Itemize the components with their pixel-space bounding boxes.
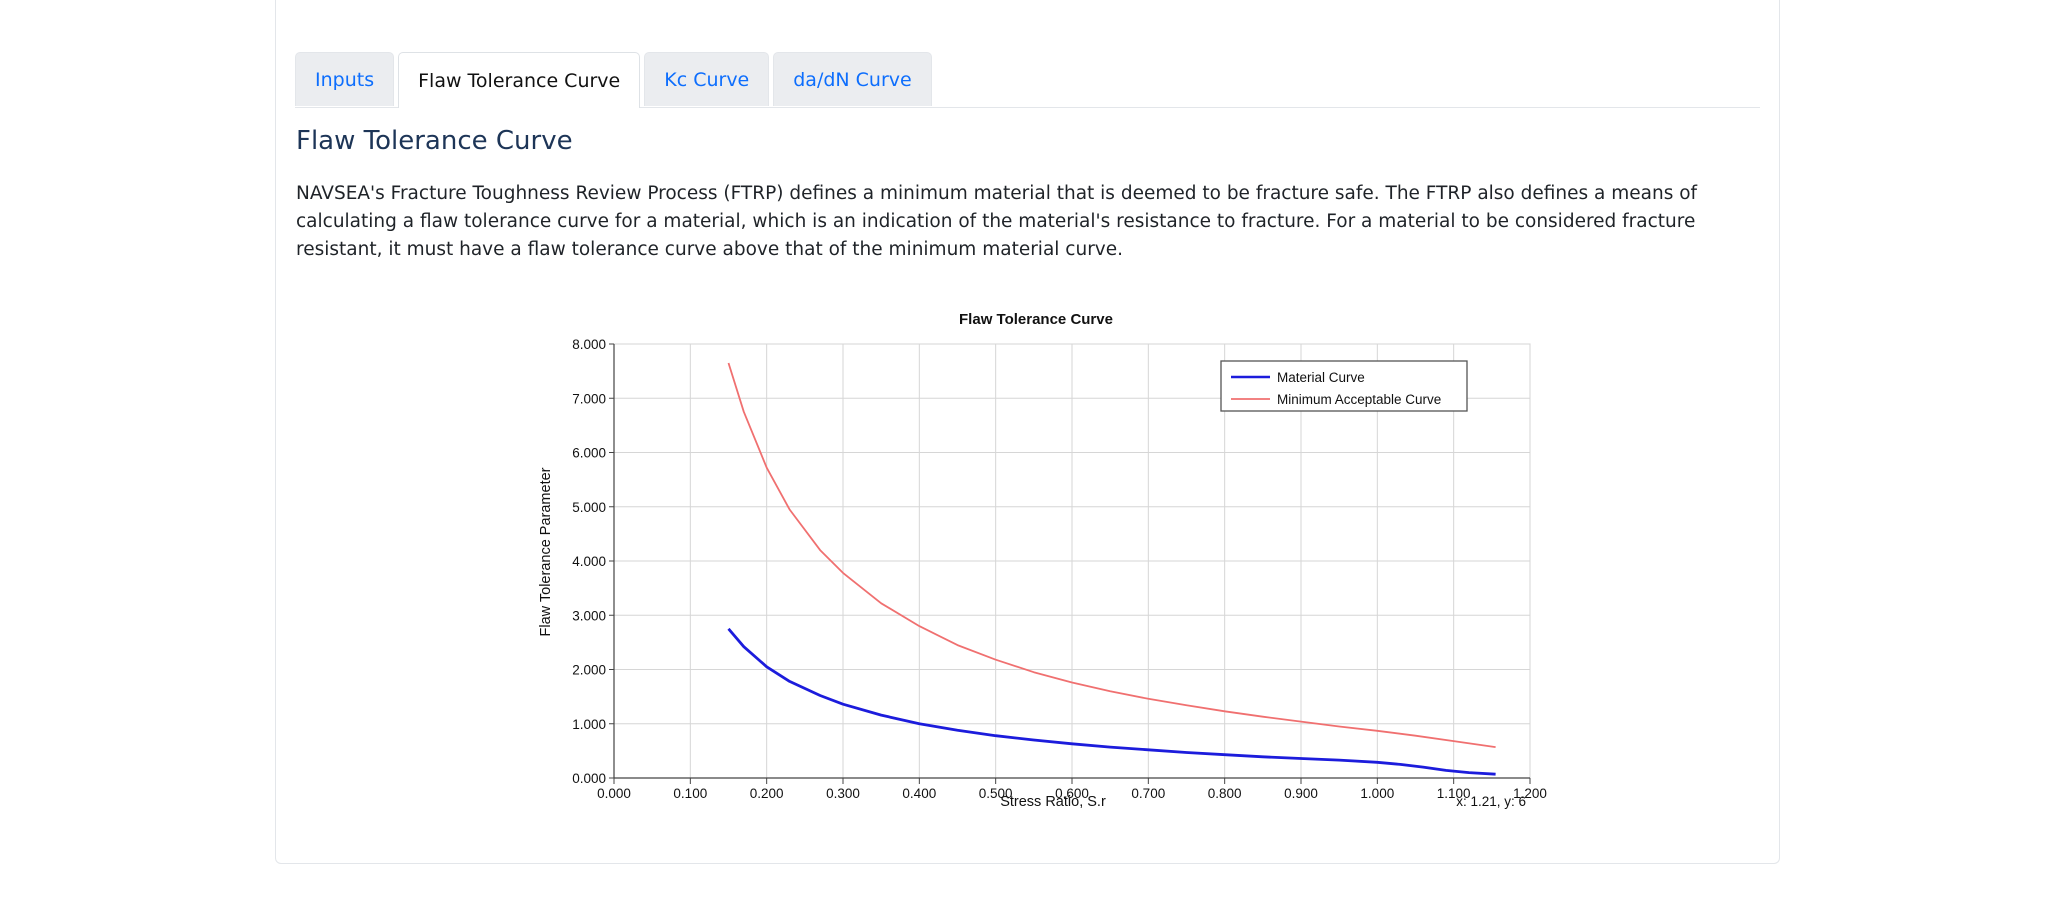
- legend-label-minimum: Minimum Acceptable Curve: [1277, 392, 1441, 407]
- tab-flaw-tolerance-curve[interactable]: Flaw Tolerance Curve: [398, 52, 641, 108]
- y-tick-label: 6.000: [572, 446, 606, 461]
- tab-kc-curve[interactable]: Kc Curve: [644, 52, 770, 106]
- series-line-minimum-acceptable: [727, 362, 1496, 748]
- y-tick-label: 1.000: [572, 717, 606, 732]
- x-tick-label: 1.200: [1513, 786, 1547, 801]
- y-tick-label: 0.000: [572, 771, 606, 786]
- y-axis-label: Flaw Tolerance Parameter: [538, 467, 554, 636]
- y-tick-label: 2.000: [572, 663, 606, 678]
- y-tick-label: 3.000: [572, 608, 606, 623]
- y-tick-label: 4.000: [572, 554, 606, 569]
- x-tick-label: 0.600: [1055, 786, 1089, 801]
- x-tick-label: 0.100: [673, 786, 707, 801]
- section-title: Flaw Tolerance Curve: [296, 126, 573, 156]
- flaw-tolerance-chart[interactable]: Flaw Tolerance Curve 0.000 0.100 0.200 0.30…: [520, 298, 1560, 838]
- x-tick-label: 0.300: [826, 786, 860, 801]
- x-tick-label: 1.000: [1360, 786, 1394, 801]
- x-tick-label: 0.700: [1131, 786, 1165, 801]
- chart-legend: Material Curve Minimum Acceptable Curve: [1220, 360, 1468, 412]
- y-tick-label: 8.000: [572, 337, 606, 352]
- x-tick-label: 0.800: [1208, 786, 1242, 801]
- tab-dadn-curve[interactable]: da/dN Curve: [773, 52, 932, 106]
- series-line-material: [727, 627, 1496, 776]
- section-description: NAVSEA's Fracture Toughness Review Proce…: [296, 183, 1698, 260]
- x-tick-label: 1.100: [1437, 786, 1471, 801]
- x-tick-label: 0.000: [597, 786, 631, 801]
- x-tick-label: 0.400: [902, 786, 936, 801]
- chart-series: [727, 362, 1496, 776]
- x-axis-label: Stress Ratio, S.r: [1000, 794, 1106, 810]
- x-tick-label: 0.200: [750, 786, 784, 801]
- tab-inputs[interactable]: Inputs: [295, 52, 395, 106]
- tab-bar: Inputs Flaw Tolerance Curve Kc Curve da/…: [295, 52, 1760, 108]
- chart-grid: [613, 343, 1531, 779]
- y-tick-label: 5.000: [572, 500, 606, 515]
- chart-title: Flaw Tolerance Curve: [959, 311, 1113, 328]
- legend-label-material: Material Curve: [1277, 370, 1365, 385]
- y-axis-ticks: 0.000 1.000 2.000 3.000 4.000 5.000 6.000 7.000…: [572, 337, 614, 786]
- y-tick-label: 7.000: [572, 391, 606, 406]
- cursor-readout: x: 1.21, y: 6: [1456, 794, 1526, 809]
- x-tick-label: 0.500: [979, 786, 1013, 801]
- legend-box: [1220, 360, 1468, 412]
- x-axis-ticks: 0.000 0.100 0.200 0.300 0.400 0.500 0.600 0.700…: [597, 778, 1547, 801]
- x-tick-label: 0.900: [1284, 786, 1318, 801]
